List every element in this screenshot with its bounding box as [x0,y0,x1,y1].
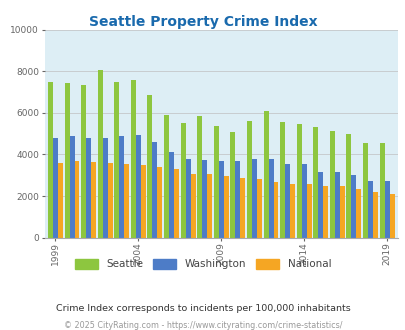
Bar [141,165,145,238]
Bar [174,169,179,238]
Bar [69,136,75,238]
Bar [91,162,96,238]
Legend: Seattle, Washington, National: Seattle, Washington, National [70,255,335,274]
Bar [263,111,268,238]
Bar [64,83,69,238]
Bar [235,161,240,238]
Bar [313,127,318,238]
Bar [86,138,91,238]
Bar [230,132,235,238]
Bar [367,181,372,238]
Bar [168,152,174,238]
Bar [48,82,53,238]
Bar [58,163,63,238]
Bar [334,172,339,238]
Bar [240,178,245,238]
Bar [147,95,152,238]
Bar [362,143,367,238]
Bar [279,122,284,238]
Bar [322,185,327,238]
Bar [329,131,334,238]
Bar [268,159,273,238]
Bar [53,138,58,238]
Bar [223,176,228,238]
Bar [389,194,394,238]
Bar [164,115,168,238]
Bar [301,164,306,238]
Bar [306,184,311,238]
Bar [296,124,301,238]
Bar [379,143,384,238]
Bar [185,159,190,238]
Text: Crime Index corresponds to incidents per 100,000 inhabitants: Crime Index corresponds to incidents per… [55,304,350,313]
Bar [273,182,278,238]
Bar [246,121,252,238]
Bar [345,134,351,238]
Bar [152,142,157,238]
Bar [124,164,129,238]
Bar [207,174,212,238]
Text: © 2025 CityRating.com - https://www.cityrating.com/crime-statistics/: © 2025 CityRating.com - https://www.city… [64,320,341,330]
Bar [119,136,124,238]
Text: Seattle Property Crime Index: Seattle Property Crime Index [88,15,317,29]
Bar [197,116,202,238]
Bar [284,164,290,238]
Bar [339,186,344,238]
Bar [81,85,86,238]
Bar [351,175,356,238]
Bar [372,192,377,238]
Bar [130,81,136,238]
Bar [107,163,112,238]
Bar [114,82,119,238]
Bar [213,126,218,238]
Bar [157,167,162,238]
Bar [290,183,294,238]
Bar [356,188,360,238]
Bar [98,70,102,238]
Bar [202,160,207,238]
Bar [75,161,79,238]
Bar [384,182,389,238]
Bar [136,135,141,238]
Bar [102,138,107,238]
Bar [318,172,322,238]
Bar [252,159,256,238]
Bar [180,123,185,238]
Bar [218,161,223,238]
Bar [256,180,261,238]
Bar [190,174,195,238]
